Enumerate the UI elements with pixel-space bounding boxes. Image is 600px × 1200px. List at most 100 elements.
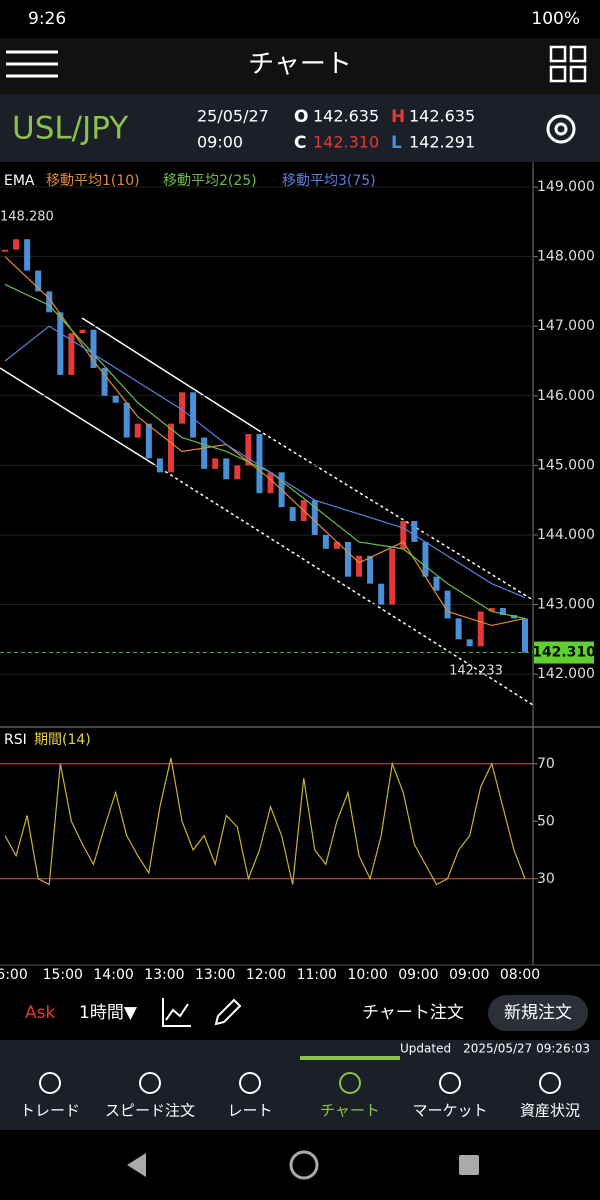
candle [112,395,119,403]
nav-icon[interactable] [539,1072,561,1094]
rsi-line [4,757,526,886]
x-tick-label: 13:00 [195,967,235,983]
candle [322,534,329,549]
y-tick-label: 149.000 [537,179,595,195]
candle [123,402,130,438]
y-tick-label: 148.000 [537,249,595,265]
candle [311,500,318,535]
candle [179,392,186,424]
side-toggle[interactable]: Ask [25,1003,55,1023]
rsi-pane: 30 50 70 RSI 期間(14) [0,732,555,887]
candle [499,608,506,615]
candle [13,239,20,250]
x-tick-label: 09:00 [449,967,489,983]
legend-entry: 移動平均3(75) [282,173,376,189]
y-tick-label: 30 [537,871,555,887]
chart-order-button[interactable]: チャート注文 [362,1003,464,1023]
recents-button[interactable] [459,1155,479,1175]
legend-entry: 移動平均1(10) [46,173,140,189]
y-tick-label: 70 [537,756,555,772]
nav-icon[interactable] [339,1072,361,1094]
y-tick-label: 146.000 [537,388,595,404]
updated-label: Updated [400,1042,451,1056]
ema-line [4,256,526,627]
draw-button[interactable] [214,998,242,1026]
candle [101,367,108,396]
low-value: 142.291 [409,133,475,152]
back-button[interactable] [127,1153,146,1177]
low-annotation: 142.233 [449,663,503,678]
candle [24,239,31,271]
y-tick-label: 143.000 [537,597,595,613]
close-label: C [294,133,306,153]
candle [234,465,241,480]
price-pane: 142.000 143.000 144.000 145.000 146.000 147.0… [0,173,596,983]
high-label: H [391,107,405,127]
candle [477,611,484,647]
indicator-button[interactable] [162,998,191,1027]
candle [466,639,473,647]
nav-label[interactable]: トレード [20,1102,80,1120]
interval-select[interactable]: 1時間▼ [79,1003,138,1023]
candle [444,590,451,619]
candle [223,458,230,480]
quote-time: 09:00 [197,133,243,152]
candle [167,423,174,473]
candle [68,333,75,375]
nav-icon[interactable] [439,1072,461,1094]
menu-button[interactable] [6,50,58,78]
home-button[interactable] [289,1150,319,1180]
nav-label[interactable]: 資産状況 [520,1102,580,1120]
y-tick-label: 142.000 [537,666,595,682]
layout-button[interactable] [549,45,587,83]
candle [400,521,407,549]
settings-button[interactable] [546,114,576,144]
system-nav [0,1130,600,1200]
candle [488,608,495,612]
updated-bar [0,1040,600,1058]
nav-label[interactable]: チャート [320,1102,380,1120]
nav-icon[interactable] [139,1072,161,1094]
legend-entry: 移動平均2(25) [163,173,257,189]
x-tick-label: 11:00 [297,967,337,983]
app-header [0,38,600,94]
indicator-title: EMA [4,173,35,189]
candle [201,437,208,469]
x-tick-label: 6:00 [0,967,28,983]
candle [256,434,263,494]
candle [344,541,351,577]
symbol[interactable]: USL/JPY [12,111,128,147]
candle [46,291,53,313]
new-order-label[interactable]: 新規注文 [504,1003,572,1023]
candle [411,521,418,542]
y-tick-label: 145.000 [537,457,595,473]
close-value: 142.310 [313,133,379,152]
high-value: 142.635 [409,107,475,126]
x-tick-label: 08:00 [500,967,540,983]
last-price-label: 142.310 [532,645,596,661]
quote-bar [0,94,600,162]
candle [522,618,528,653]
high-annotation: 148.280 [0,210,54,225]
nav-label[interactable]: レート [227,1102,272,1120]
new-order-button[interactable] [488,995,588,1031]
indicator-title: RSI [4,732,27,748]
low-label: L [391,133,402,153]
x-tick-label: 12:00 [246,967,286,983]
x-tick-label: 13:00 [144,967,184,983]
header-title: チャート [248,50,352,80]
bottom-nav [0,1058,600,1130]
nav-label[interactable]: マーケット [412,1102,487,1120]
open-label: O [294,107,308,127]
nav-icon[interactable] [239,1072,261,1094]
candle [245,434,252,466]
open-value: 142.635 [313,107,379,126]
candle [35,270,42,292]
nav-icon[interactable] [39,1072,61,1094]
trend-channel [0,317,534,706]
nav-label[interactable]: スピード注文 [105,1102,195,1120]
y-tick-label: 50 [537,813,555,829]
candle [455,618,462,640]
